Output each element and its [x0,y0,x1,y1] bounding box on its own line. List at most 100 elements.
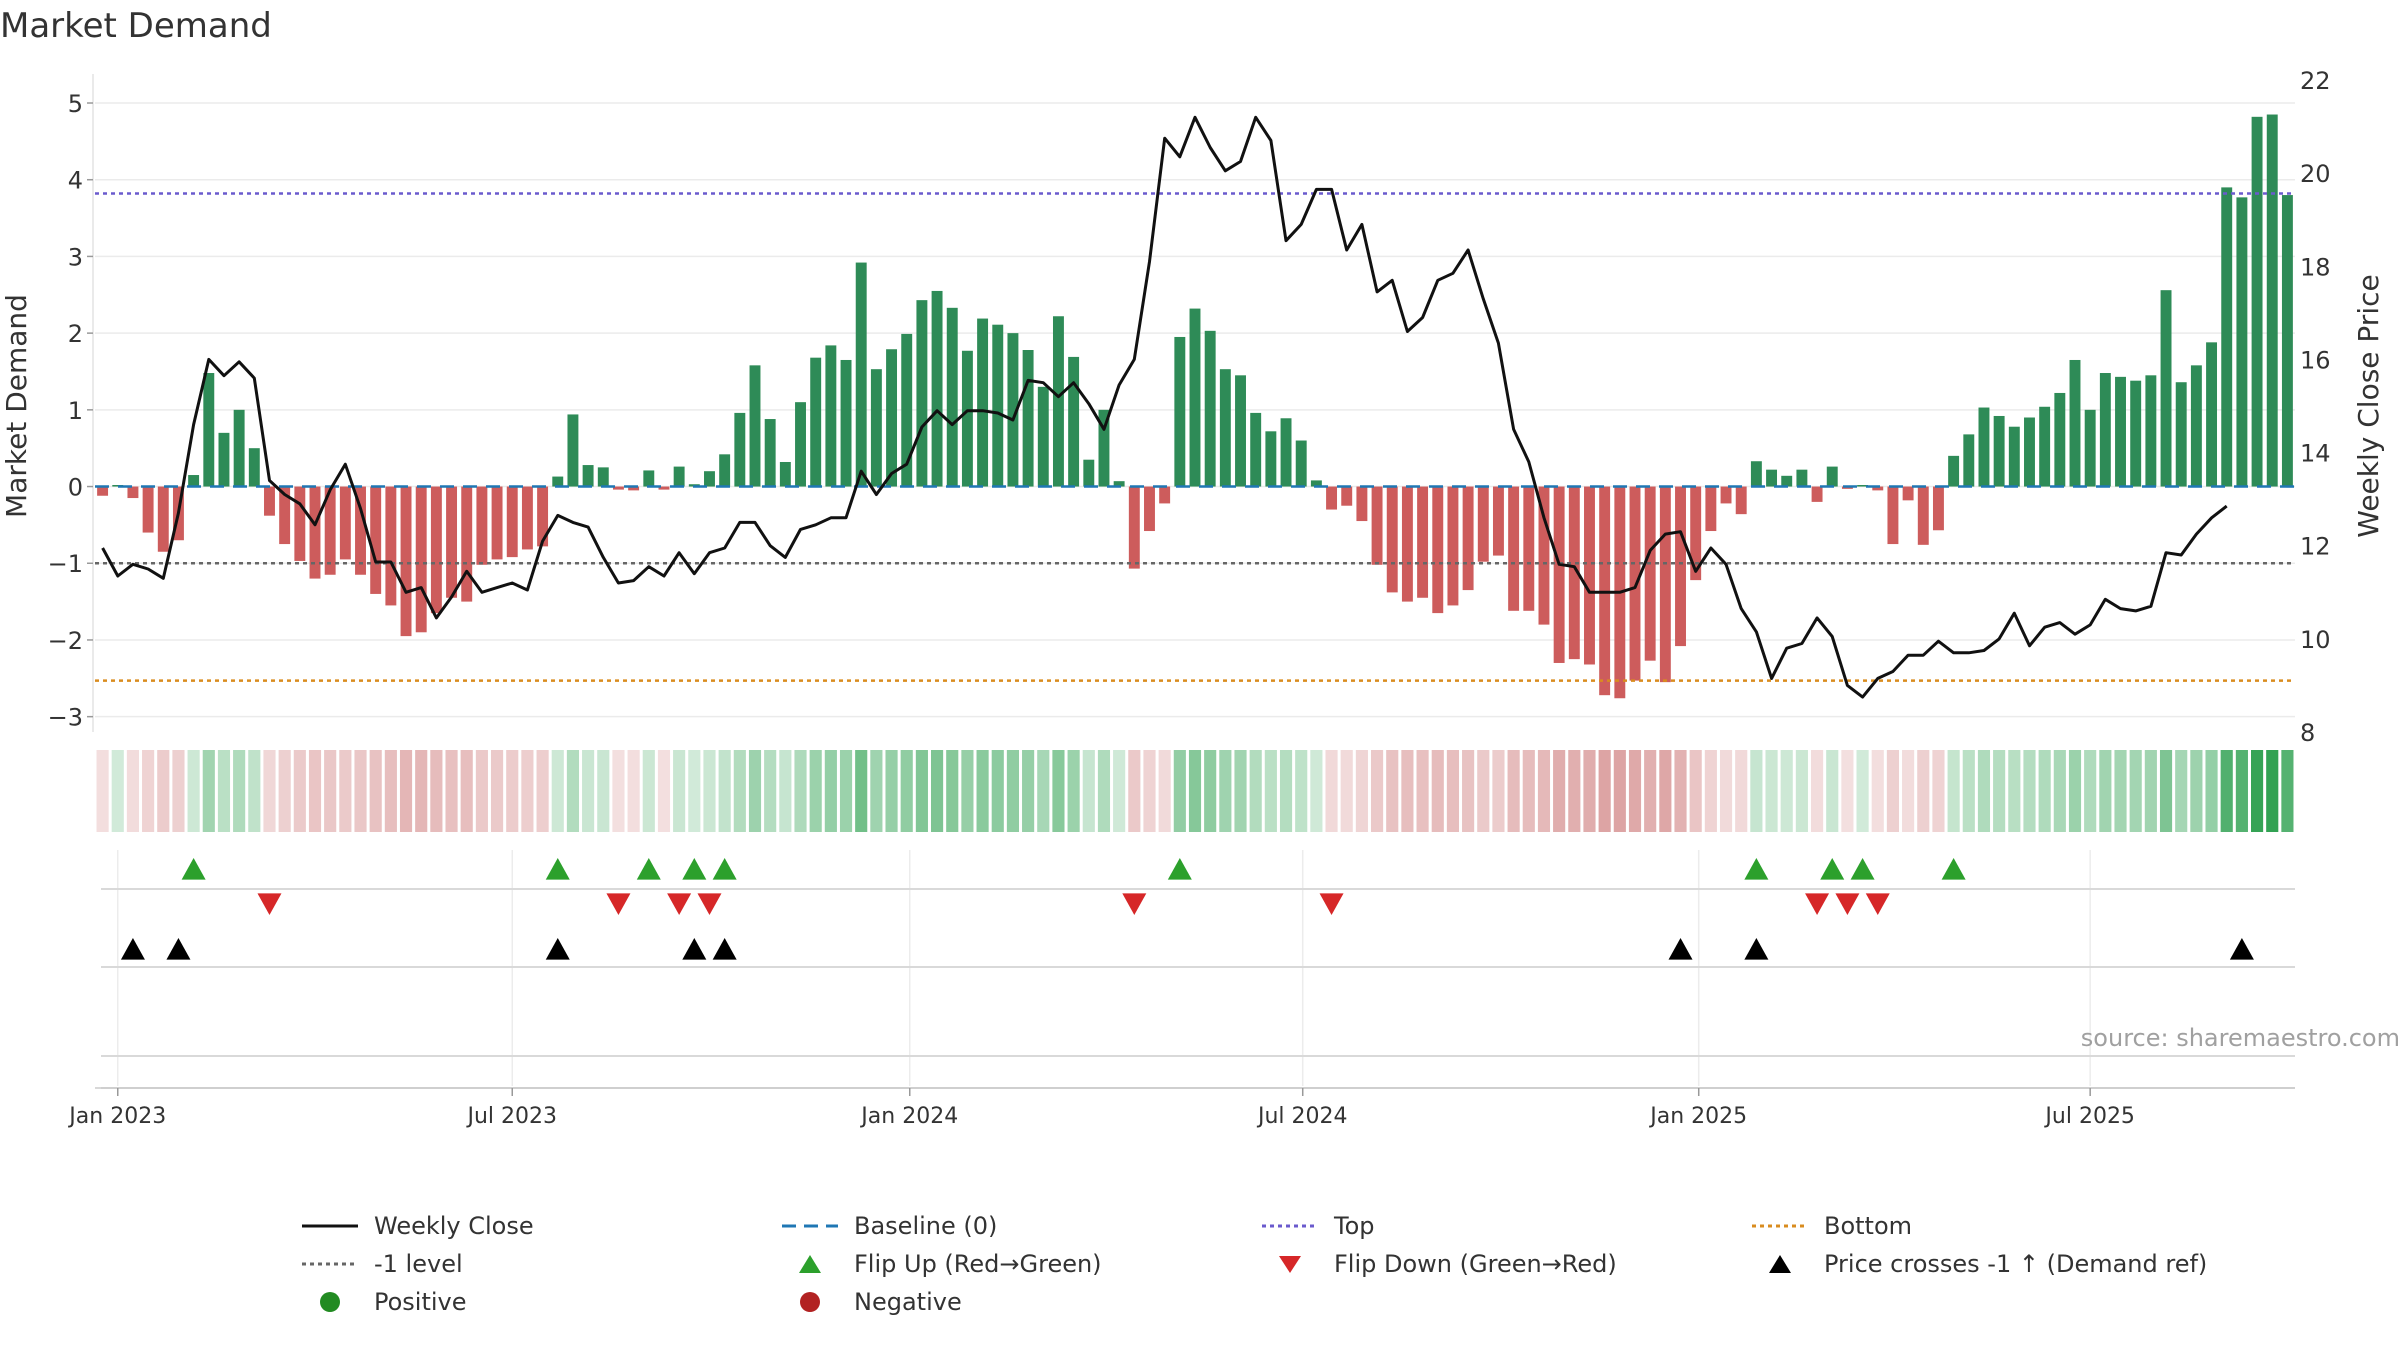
legend-positive-icon [320,1292,340,1312]
heat-cell [354,750,367,832]
demand-bar [1310,480,1322,487]
heat-cell [2159,750,2173,832]
heat-cell [1401,750,1414,832]
heat-cell [1113,750,1126,832]
demand-bar [476,486,488,565]
demand-bar [355,486,366,575]
demand-bar [1857,485,1869,487]
demand-bar [203,373,215,487]
demand-bar [1068,356,1080,487]
legend-label: Top [1334,1212,1375,1240]
legend-bottom-icon [1752,1224,1808,1228]
heat-cell [460,750,473,832]
legend-weekly-close: Weekly Close [300,1212,534,1240]
heat-cell [1674,750,1687,832]
demand-bar [1553,486,1565,663]
demand-bar [1052,316,1064,487]
demand-bar [2190,365,2202,487]
demand-bar [2084,409,2096,487]
heat-cell [1659,750,1672,832]
demand-bar [264,486,275,516]
demand-bar [658,486,670,490]
flip-down-marker [1122,893,1147,915]
demand-bar [1508,486,1520,611]
heat-cell [1492,750,1505,832]
heat-cell [551,750,564,832]
demand-bar [1750,461,1762,487]
demand-bar [521,486,533,550]
heat-cell [2220,750,2233,832]
demand-bar [1948,455,1960,487]
demand-bar [1386,486,1398,593]
demand-bar [992,324,1004,487]
demand-bar [324,486,336,575]
demand-bar [400,486,412,637]
demand-bar [1917,486,1929,545]
heat-cell [1340,750,1353,832]
demand-bar [430,486,442,614]
demand-bar [961,350,973,487]
heat-cell [1932,750,1945,832]
heat-cell [566,750,579,832]
demand-bar [1644,486,1656,661]
heat-cell [248,750,261,832]
flip-up-marker [682,858,707,880]
demand-bar [218,432,230,487]
demand-bar [2145,375,2157,487]
flip-up-marker [1820,858,1845,880]
heat-cell [2053,750,2066,832]
y-axis-title: Market Demand [0,294,33,518]
demand-bar [1523,486,1535,611]
demand-bar [901,333,913,487]
heat-cell [1416,750,1429,832]
heat-cell [1325,750,1338,832]
heat-cell [748,750,762,832]
heat-cell [521,750,534,832]
heat-cell [688,750,701,832]
heat-cell [1993,750,2006,832]
demand-bar [946,307,958,487]
price-cross-marker [166,938,191,960]
heat-cell [824,750,837,832]
demand-bar [779,461,791,487]
demand-bar [1432,486,1444,614]
heat-cell [126,750,139,832]
demand-bar [1492,486,1504,556]
demand-bar [1174,336,1186,487]
price-cross-marker [2229,938,2254,960]
heat-cell [96,750,109,832]
heat-cell [1902,750,1915,832]
flip-down-marker [257,893,282,915]
demand-bar [339,486,351,560]
flip-up-marker [1744,858,1769,880]
demand-bar [127,486,139,499]
heat-cell [976,750,989,832]
legend-positive: Positive [300,1288,467,1316]
heat-cell [187,750,200,832]
demand-bar [1128,486,1140,569]
demand-heat-strip [96,750,2294,832]
demand-bar [2039,406,2051,487]
chart-title: Market Demand [0,6,272,46]
demand-bar [719,454,731,487]
demand-bar [2024,417,2035,487]
demand-bar [673,466,685,487]
demand-bar [415,486,427,633]
legend-top: Top [1260,1212,1375,1240]
demand-bar [840,359,852,487]
heat-cell [506,750,519,832]
legend-flip-up: Flip Up (Red→Green) [780,1250,1102,1278]
heat-cell [1947,750,1960,832]
demand-bar [2008,426,2020,487]
heat-cell [1962,750,1975,832]
legend-baseline: Baseline (0) [780,1212,997,1240]
heat-cell [111,750,124,832]
heat-cell [931,750,944,832]
flip-up-marker [1850,858,1875,880]
heat-cell [2144,750,2157,832]
price-cross-marker [712,938,737,960]
price-cross-marker [545,938,570,960]
y2-tick-label: 16 [2300,346,2331,374]
demand-bar [1037,386,1049,487]
heat-cell [1522,750,1535,832]
